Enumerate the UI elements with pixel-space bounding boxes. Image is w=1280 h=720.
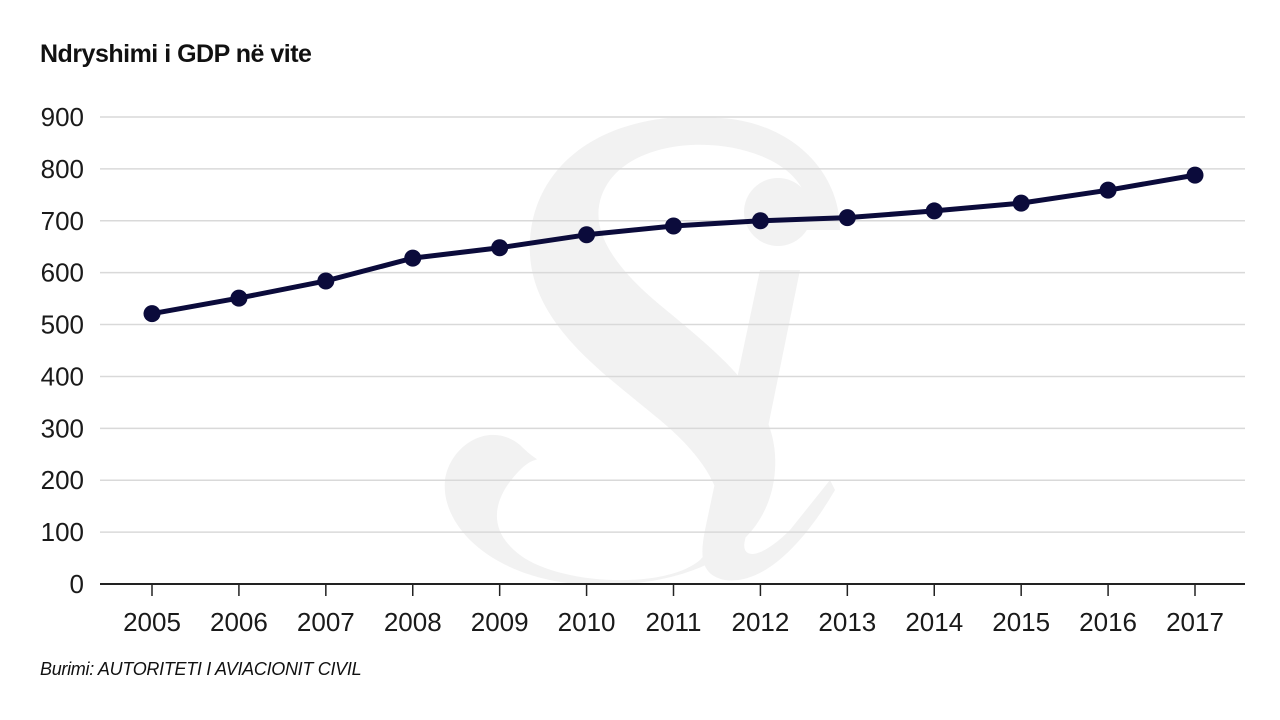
y-axis: 0 100 200 300 400 500 600 700 800 900	[41, 102, 84, 599]
x-tick-label: 2010	[558, 607, 616, 637]
series-line	[149, 172, 1198, 317]
x-tick-label: 2013	[818, 607, 876, 637]
data-point	[1012, 194, 1030, 212]
x-tick-label: 2011	[646, 607, 702, 637]
x-tick-label: 2015	[992, 607, 1050, 637]
y-tick-label: 100	[41, 517, 84, 547]
y-tick-label: 600	[41, 258, 84, 288]
data-point	[143, 305, 161, 323]
x-tick-label: 2006	[210, 607, 268, 637]
x-tick-label: 2005	[123, 607, 181, 637]
chart-source: Burimi: AUTORITETI I AVIACIONIT CIVIL	[40, 659, 362, 679]
data-point	[230, 289, 248, 307]
chart-title: Ndryshimi i GDP në vite	[40, 40, 312, 68]
x-tick-label: 2012	[731, 607, 789, 637]
data-point	[404, 249, 422, 267]
y-tick-label: 400	[41, 361, 84, 391]
x-tick-label: 2017	[1166, 607, 1224, 637]
data-point	[925, 202, 943, 220]
x-tick-label: 2007	[297, 607, 355, 637]
watermark-i-stem	[702, 270, 835, 581]
y-tick-label: 300	[41, 413, 84, 443]
y-tick-label: 800	[41, 154, 84, 184]
y-tick-label: 900	[41, 102, 84, 132]
data-point	[665, 217, 682, 235]
series-gdp	[143, 166, 1204, 323]
data-point	[751, 212, 769, 230]
grid-lines	[100, 116, 1245, 533]
watermark-i-dot	[744, 178, 812, 246]
y-tick-label: 200	[41, 465, 84, 495]
watermark-logo	[444, 116, 840, 585]
data-point	[1186, 166, 1204, 184]
x-tick-label: 2008	[384, 607, 442, 637]
data-point	[578, 226, 596, 244]
data-point	[317, 272, 335, 290]
x-tick-label: 2009	[471, 607, 529, 637]
x-tick-label: 2014	[905, 607, 963, 637]
data-point	[1099, 181, 1117, 199]
data-point	[838, 209, 856, 227]
y-tick-label: 0	[70, 569, 84, 599]
y-tick-label: 500	[41, 310, 84, 340]
x-axis: 2005 2006 2007 2008 2009 2010 2011 2012 2013 2014…	[100, 583, 1245, 637]
x-tick-label: 2016	[1079, 607, 1137, 637]
data-point	[491, 239, 509, 257]
y-tick-label: 700	[41, 206, 84, 236]
